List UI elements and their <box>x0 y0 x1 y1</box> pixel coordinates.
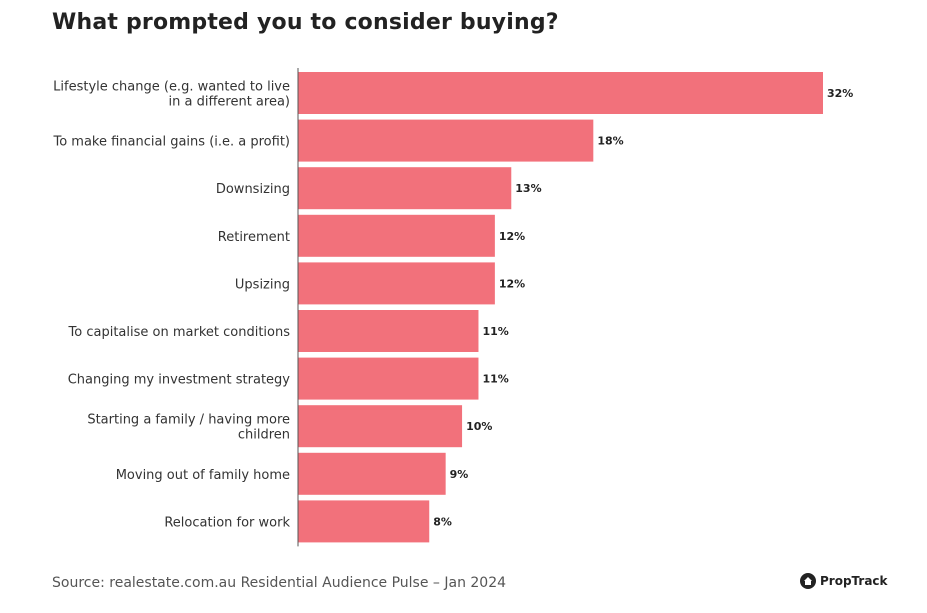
bar-4 <box>298 214 495 257</box>
bar-6 <box>298 310 479 352</box>
bar-9 <box>298 452 446 495</box>
brand-logo: PropTrack <box>800 573 888 589</box>
value-label-4: 12% <box>499 230 525 243</box>
category-label-6: To capitalise on market conditions <box>68 325 291 340</box>
value-label-6: 11% <box>482 325 508 338</box>
category-label-10: Relocation for work <box>164 515 290 530</box>
bar-8 <box>298 405 463 448</box>
category-label-3: Downsizing <box>216 182 290 197</box>
bar-5 <box>298 262 495 305</box>
value-label-3: 13% <box>515 182 541 195</box>
brand-name: PropTrack <box>820 574 888 588</box>
value-label-9: 9% <box>450 468 469 481</box>
value-label-5: 12% <box>499 277 525 290</box>
chart-title: What prompted you to consider buying? <box>52 10 559 35</box>
value-label-10: 8% <box>433 515 452 528</box>
value-label-2: 18% <box>597 135 623 148</box>
source-note: Source: realestate.com.au Residential Au… <box>52 575 507 591</box>
value-label-8: 10% <box>466 420 492 433</box>
category-label-1: Lifestyle change (e.g. wanted to live in … <box>53 80 290 110</box>
category-label-7: Changing my investment strategy <box>68 373 291 388</box>
category-label-8: Starting a family / having more children <box>87 413 290 443</box>
house-icon <box>800 573 816 589</box>
bar-2 <box>298 119 594 162</box>
bar-1 <box>298 72 823 114</box>
bar-10 <box>298 500 430 543</box>
value-label-7: 11% <box>482 373 508 386</box>
value-label-1: 32% <box>827 87 853 100</box>
category-label-5: Upsizing <box>235 277 290 292</box>
category-label-2: To make financial gains (i.e. a profit) <box>52 135 290 150</box>
bar-7 <box>298 357 479 400</box>
bar-3 <box>298 167 512 210</box>
category-label-4: Retirement <box>218 230 290 245</box>
category-label-9: Moving out of family home <box>116 468 290 483</box>
